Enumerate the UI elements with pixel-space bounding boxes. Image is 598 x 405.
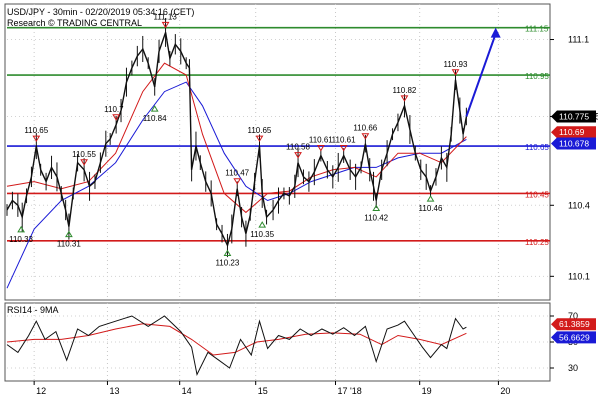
- trough-label: 110.33: [9, 235, 33, 244]
- trough-label: 110.84: [143, 114, 167, 123]
- rsi-line: [6, 315, 467, 377]
- price-panel-frame: [4, 3, 551, 301]
- price-axis-label: 111.1: [568, 35, 589, 45]
- rsi-tag-label: 61.3859: [559, 319, 590, 329]
- price-tag-label: 110.775: [559, 111, 589, 121]
- trough-label: 110.31: [57, 240, 81, 249]
- rsi-axis-label: 30: [568, 363, 578, 373]
- level-label: 110.45: [525, 190, 549, 199]
- rsi-title: RSI14 - 9MA: [7, 305, 59, 315]
- x-axis-label: 14: [182, 386, 192, 396]
- peak-marker-down: [316, 145, 325, 152]
- peak-marker-down: [339, 145, 348, 152]
- level-label: 111.15: [525, 25, 549, 34]
- peak-label: 110.58: [286, 143, 310, 152]
- peak-marker-down: [255, 135, 264, 143]
- peak-label: 110.61: [332, 136, 356, 145]
- rsi-tag-bg: [551, 318, 596, 331]
- rsi-axis-label: 70: [568, 311, 578, 321]
- peak-label: 110.82: [392, 86, 416, 95]
- level-label: 110.95: [525, 72, 549, 81]
- rsi-panel-frame: [4, 302, 551, 382]
- x-axis-label: 12: [36, 386, 46, 396]
- price-axis-label: 110.1: [568, 271, 590, 281]
- price-tag-label: 110.678: [559, 138, 589, 148]
- price-series: [6, 17, 501, 289]
- trough-label: 110.42: [364, 214, 388, 223]
- peak-label: 110.7: [104, 105, 124, 114]
- peak-marker-down: [400, 95, 409, 102]
- trough-marker-up: [426, 195, 435, 202]
- level-label: 110.25: [525, 238, 549, 247]
- rsi-series: [6, 315, 467, 377]
- x-axis-label: 15: [258, 386, 268, 396]
- price-axis-label: 110.4: [568, 200, 590, 210]
- peak-label: 110.66: [353, 124, 377, 133]
- trough-label: 110.35: [250, 230, 274, 239]
- trough-marker-up: [258, 221, 267, 228]
- chart-header-line1: USD/JPY - 30min - 02/20/2019 05:34:16 (C…: [7, 7, 194, 17]
- peak-marker-down: [112, 114, 121, 121]
- trough-marker-up: [17, 225, 26, 233]
- peak-label: 110.55: [72, 150, 96, 159]
- trough-marker-up: [150, 105, 159, 112]
- peak-marker-down: [361, 133, 370, 140]
- peak-marker-down: [161, 21, 170, 29]
- x-axis-label: 19: [422, 386, 432, 396]
- trough-marker-up: [372, 204, 381, 212]
- peak-label: 111.13: [154, 12, 178, 21]
- price-tag-bg: [551, 126, 596, 139]
- x-axis-label: 13: [109, 386, 119, 396]
- peak-marker-down: [233, 178, 242, 185]
- trough-marker-up: [223, 249, 232, 257]
- x-axis-label: 17 '18: [338, 386, 362, 396]
- peak-marker-down: [294, 152, 302, 159]
- trough-marker-up: [65, 230, 73, 238]
- level-label: 110.65: [525, 143, 549, 152]
- peak-markers: 111.13 110.65 110.55 110.7 110.84 110.33 110.3…: [9, 12, 468, 267]
- peak-marker-down: [32, 135, 41, 143]
- peak-label: 110.47: [225, 169, 249, 178]
- price-tag-bg: [551, 110, 596, 123]
- rsi-tag-label: 56.6629: [559, 332, 590, 342]
- chart-header-line2: Research © TRADING CENTRAL: [7, 18, 142, 28]
- x-axis-label: 20: [500, 386, 510, 396]
- projection-arrow-line: [465, 33, 497, 117]
- peak-label: 110.61: [309, 136, 333, 145]
- peak-marker-down: [80, 159, 88, 166]
- peak-label: 110.65: [24, 126, 48, 135]
- trough-label: 110.46: [419, 204, 443, 213]
- price-tag-bg: [551, 137, 596, 150]
- peak-marker-down: [451, 69, 460, 76]
- projection-arrow-head: [490, 27, 501, 38]
- peak-label: 110.93: [444, 60, 468, 69]
- price-tag-label: 110.69: [559, 127, 585, 137]
- trough-label: 110.23: [215, 259, 239, 268]
- rsi-tag-bg: [551, 331, 596, 344]
- peak-label: 110.65: [247, 126, 271, 135]
